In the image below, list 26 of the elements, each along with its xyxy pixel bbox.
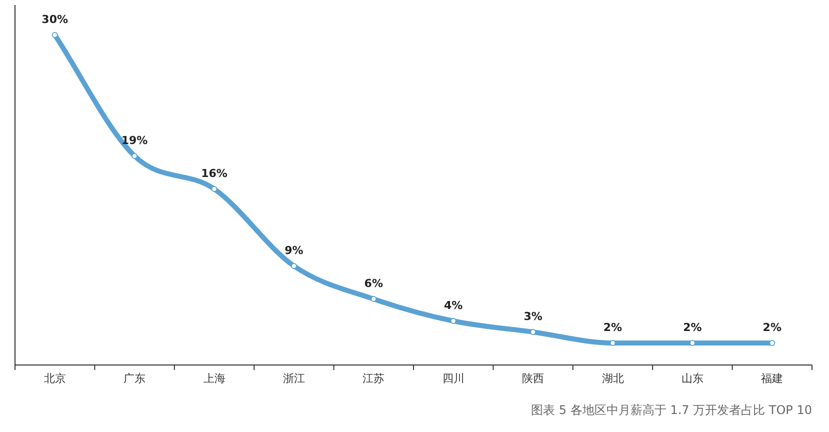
x-tick-label: 陕西 <box>522 372 544 385</box>
data-label: 6% <box>364 277 383 290</box>
data-label: 19% <box>121 134 148 147</box>
x-tick-label: 浙江 <box>282 372 305 385</box>
data-label: 9% <box>284 244 304 257</box>
x-tick-label: 广东 <box>124 372 146 385</box>
text: 图表 5 各地区中月薪高于 1.7 万开发者占比 TOP 10 <box>531 403 812 417</box>
x-tick-label: 北京 <box>44 372 66 385</box>
x-tick-label: 山东 <box>681 372 704 385</box>
point <box>211 186 218 192</box>
data-label: 16% <box>201 167 228 180</box>
data-label: 2% <box>762 321 782 334</box>
data-label: 4% <box>444 299 463 312</box>
data-label: 3% <box>524 310 542 323</box>
x-tick-label: 江苏 <box>362 372 385 385</box>
point <box>132 153 138 159</box>
point <box>290 263 297 269</box>
x-tick-label: 上海 <box>203 372 226 385</box>
data-label: 30% <box>42 13 68 26</box>
point <box>52 32 58 38</box>
x-tick-label: 湖北 <box>602 372 624 385</box>
x-tick-label: 四川 <box>442 372 464 385</box>
x-tick-label: 福建 <box>761 372 784 385</box>
data-label: 2% <box>603 321 622 334</box>
point <box>370 296 377 302</box>
data-label: 2% <box>683 321 702 334</box>
